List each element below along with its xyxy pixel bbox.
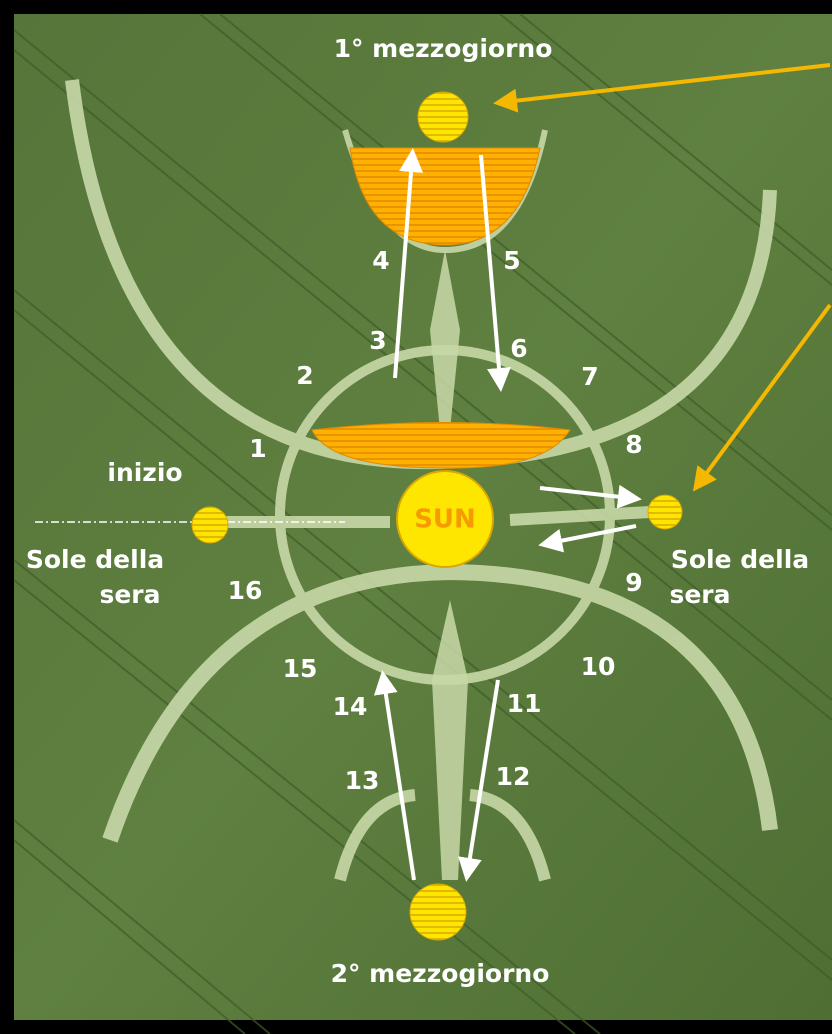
label: 2° mezzogiorno (331, 959, 550, 988)
label: 1° mezzogiorno (334, 34, 553, 63)
label: sera (99, 580, 160, 609)
tramlines (13, 13, 832, 1034)
crescent (311, 422, 571, 469)
crescent (349, 147, 541, 246)
sun (396, 470, 494, 568)
sun-label: SUN (414, 505, 476, 535)
sun (647, 494, 683, 530)
label: Sole della (671, 545, 809, 574)
sun (417, 91, 469, 143)
sun (409, 883, 467, 941)
step-number: 16 (228, 576, 263, 605)
white-arrows (373, 148, 642, 882)
step-number: 10 (581, 652, 616, 681)
step-number: 4 (372, 246, 389, 275)
step-number: 14 (333, 692, 368, 721)
step-number: 6 (510, 334, 527, 363)
spines (430, 250, 468, 880)
label: inizio (107, 458, 182, 487)
step-number: 8 (625, 430, 642, 459)
step-number: 11 (507, 689, 542, 718)
step-number: 15 (283, 654, 318, 683)
step-number: 13 (345, 766, 380, 795)
label: sera (669, 580, 730, 609)
label: Sole della (26, 545, 164, 574)
step-number: 9 (625, 568, 642, 597)
yellow-arrows (493, 63, 832, 492)
step-number: 7 (581, 362, 598, 391)
step-number: 2 (296, 361, 313, 390)
step-number: 3 (369, 326, 386, 355)
step-number: 12 (496, 762, 531, 791)
sun (191, 506, 229, 544)
step-number: 1 (249, 434, 266, 463)
step-number: 5 (503, 246, 520, 275)
